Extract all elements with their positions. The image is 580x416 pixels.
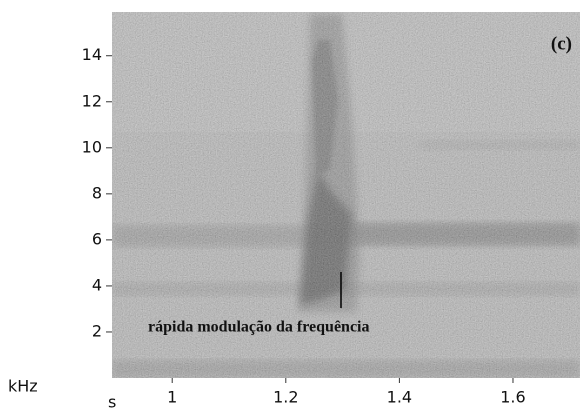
x-tick-label: 1.6 (500, 388, 525, 407)
y-tick-label: 14 (82, 45, 102, 64)
y-tick-label: 8 (92, 183, 102, 202)
spectrogram-image (112, 12, 580, 378)
y-tick-label: 2 (92, 321, 102, 340)
x-tick-label: 1.2 (273, 388, 298, 407)
x-axis-label: s (108, 393, 116, 412)
y-tick-label: 12 (82, 91, 102, 110)
x-tick-label: 1 (167, 388, 177, 407)
x-tick-label: 1.4 (387, 388, 412, 407)
y-tick-label: 6 (92, 229, 102, 248)
y-tick-label: 10 (82, 137, 102, 156)
y-axis-label: kHz (8, 377, 38, 396)
annotation: rápida modulação da frequência (148, 319, 370, 336)
panel-label: (c) (551, 33, 572, 54)
y-tick-label: 4 (92, 275, 102, 294)
